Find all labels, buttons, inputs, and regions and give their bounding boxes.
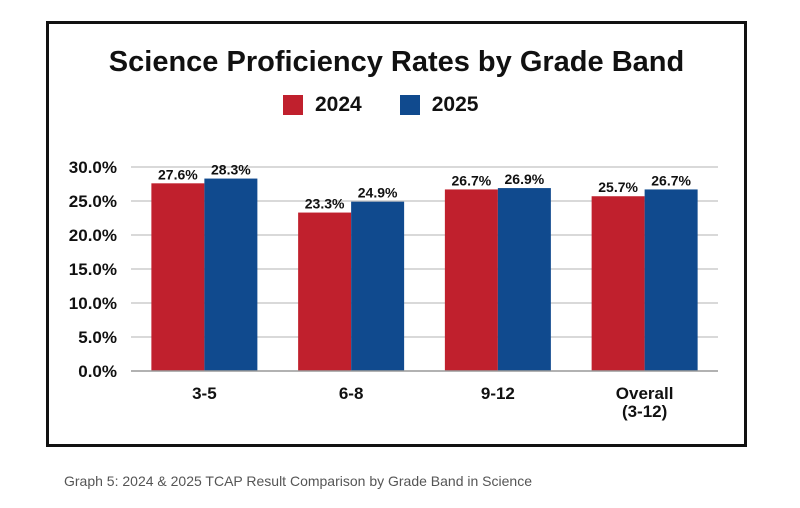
x-tick-label: 9-12 <box>481 384 515 403</box>
bar-2024 <box>298 212 352 371</box>
y-tick-label: 20.0% <box>69 226 117 245</box>
legend-label-2024: 2024 <box>315 93 362 116</box>
bar-2024 <box>444 189 498 371</box>
bar-2025 <box>351 201 405 371</box>
data-label: 25.7% <box>598 179 638 195</box>
x-tick-label: (3-12) <box>622 402 667 421</box>
bar-2025 <box>644 189 698 371</box>
data-label: 28.3% <box>211 162 251 178</box>
data-label: 26.9% <box>505 171 545 187</box>
data-label: 27.6% <box>158 166 198 182</box>
y-tick-label: 15.0% <box>69 260 117 279</box>
figure-caption: Graph 5: 2024 & 2025 TCAP Result Compari… <box>64 473 532 489</box>
data-label: 26.7% <box>452 172 492 188</box>
bar-2024 <box>151 183 205 371</box>
chart-title: Science Proficiency Rates by Grade Band <box>108 46 685 78</box>
legend-item-2024: 2024 <box>283 93 362 117</box>
x-tick-label: 3-5 <box>192 384 217 403</box>
legend-swatch-2025 <box>399 95 420 115</box>
bar-2025 <box>204 178 258 371</box>
legend: 2024 2025 <box>283 93 516 117</box>
y-tick-label: 25.0% <box>69 192 117 211</box>
y-tick-label: 0.0% <box>78 362 117 381</box>
data-label: 26.7% <box>651 172 691 188</box>
x-tick-label: Overall <box>616 384 674 403</box>
x-tick-label: 6-8 <box>339 384 364 403</box>
data-label: 23.3% <box>305 196 345 212</box>
y-tick-label: 5.0% <box>78 328 117 347</box>
data-label: 24.9% <box>358 185 398 201</box>
bar-2025 <box>497 188 551 371</box>
legend-label-2025: 2025 <box>431 93 479 116</box>
legend-swatch-2024 <box>283 95 303 115</box>
bar-2024 <box>591 196 645 371</box>
y-tick-label: 10.0% <box>69 294 117 313</box>
legend-item-2025: 2025 <box>399 93 479 117</box>
y-tick-label: 30.0% <box>69 158 117 177</box>
